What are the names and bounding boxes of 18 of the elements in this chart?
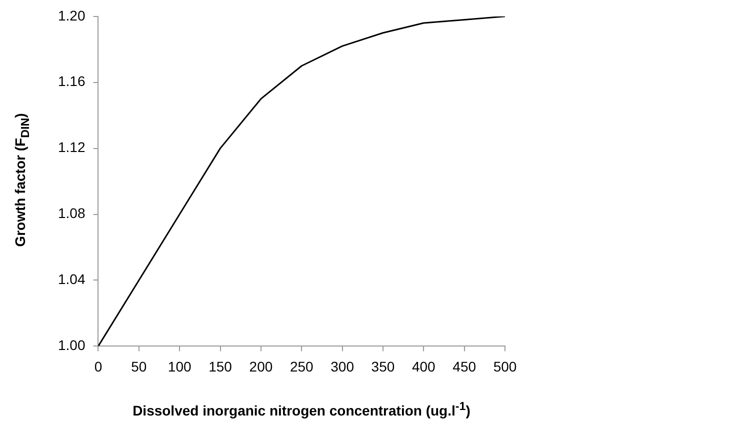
- x-tick-label: 100: [168, 358, 192, 374]
- y-tick-label: 1.20: [58, 7, 86, 24]
- y-tick-label: 1.00: [58, 337, 86, 354]
- x-tick-label: 0: [94, 358, 102, 374]
- x-tick-label: 400: [412, 358, 436, 374]
- x-tick-label: 450: [452, 358, 476, 374]
- x-tick-label: 350: [371, 358, 395, 374]
- y-tick-label: 1.08: [58, 205, 86, 222]
- x-tick-label: 300: [330, 358, 354, 374]
- x-tick-label: 500: [493, 358, 517, 374]
- x-tick-label: 200: [249, 358, 273, 374]
- x-axis-title: Dissolved inorganic nitrogen concentration (ug.l$^{-1}$): [132, 400, 472, 419]
- y-tick-label: 1.04: [58, 271, 86, 288]
- y-tick-label: 1.16: [58, 73, 86, 90]
- x-tick-label: 250: [290, 358, 314, 374]
- x-tick-label: 150: [208, 358, 232, 374]
- x-tick-label: 50: [131, 358, 147, 374]
- y-tick-label: 1.12: [58, 139, 86, 156]
